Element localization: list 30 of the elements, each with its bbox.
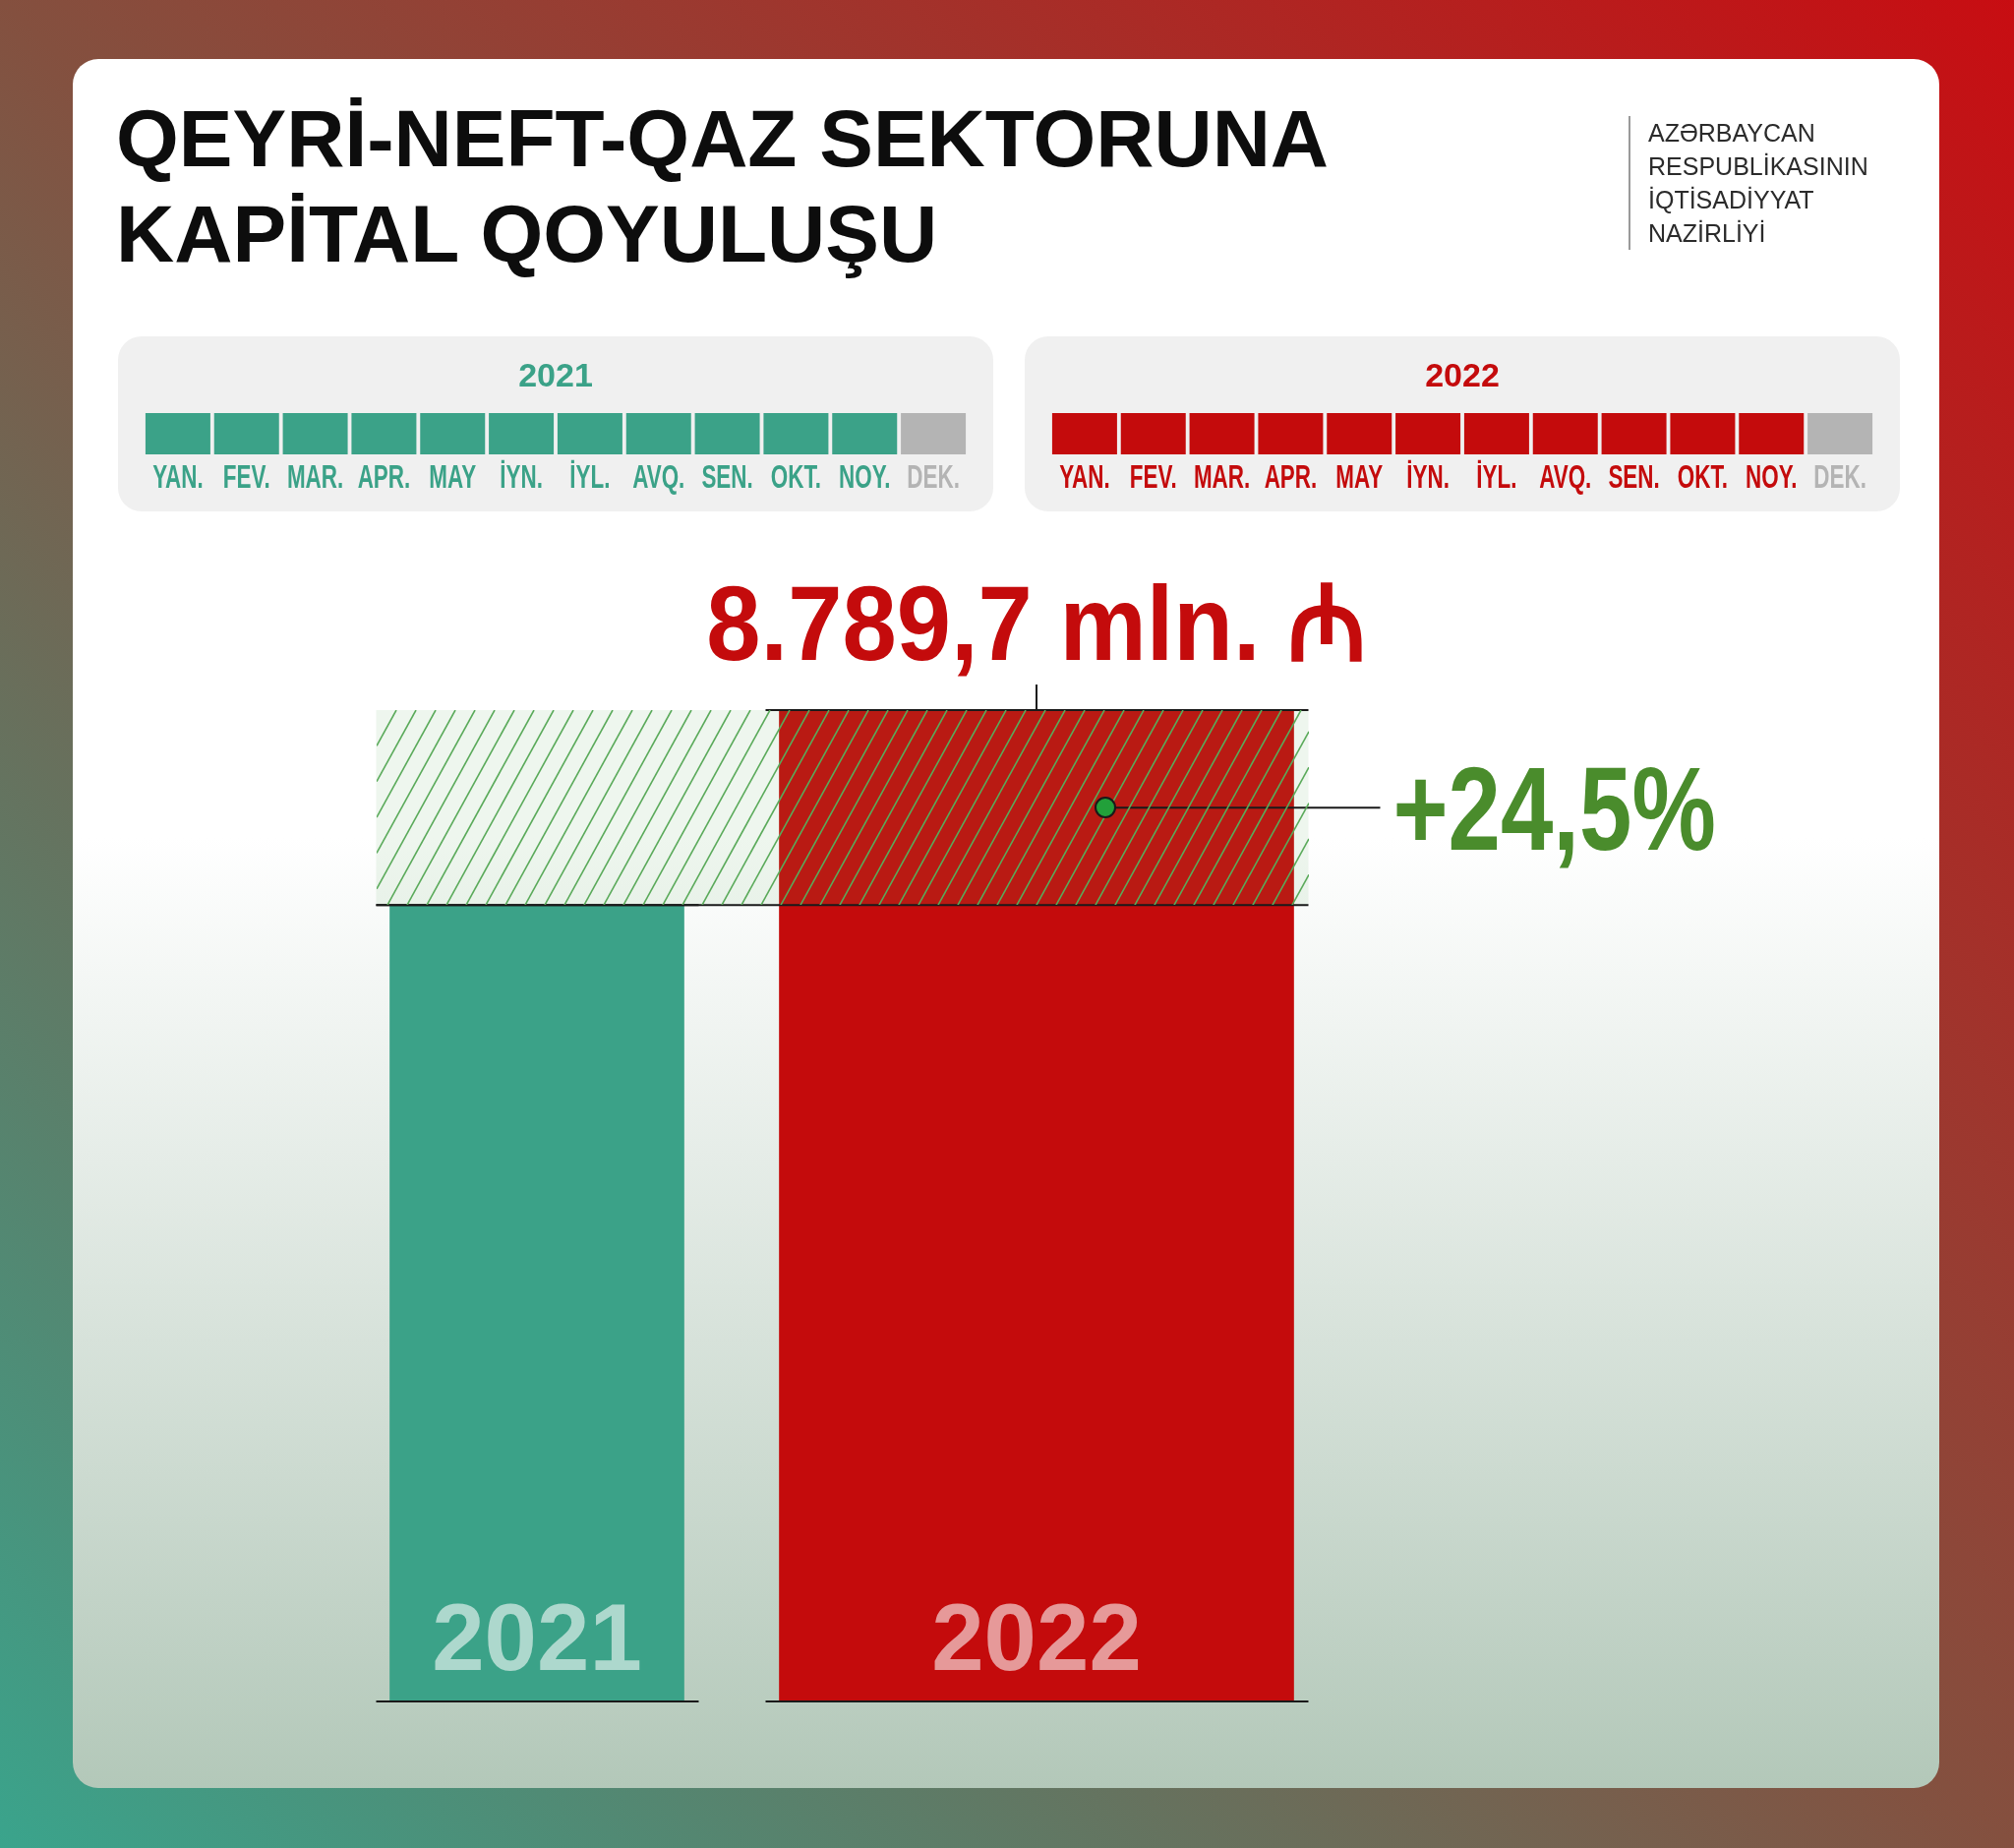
x-tick-label: AVQ.	[632, 457, 685, 496]
x-tick-label: YAN.	[152, 457, 204, 496]
x-tick-label: OKT.	[1677, 457, 1728, 496]
x-tick-label: DEK.	[1813, 457, 1866, 496]
x-tick-label: AVQ.	[1539, 457, 1592, 496]
x-tick-label: DEK.	[907, 457, 960, 496]
chart-title: 2022	[1424, 355, 1501, 394]
text: AZƏRBAYCAN RESPUBLİKASININ İQTİSADİYYAT NAZİRLİYİ	[1629, 116, 1894, 250]
x-tick-label: MAR.	[286, 457, 344, 496]
text: QEYRİ-NEFT-QAZ SEKTORUNA KAPİTAL QOYULUŞU	[116, 92, 1328, 280]
x-tick-label: NOY.	[1746, 457, 1798, 496]
x-tick-label: İYN.	[1406, 457, 1450, 496]
x-tick-label: MAR.	[1193, 457, 1251, 496]
x-tick-label: SEN.	[701, 457, 753, 496]
x-tick-label: SEN.	[1608, 457, 1660, 496]
x-tick-label: İYL.	[1476, 457, 1517, 496]
chart-title: 2021	[517, 355, 594, 394]
x-tick-label: FEV.	[1129, 457, 1177, 496]
x-tick-label: FEV.	[222, 457, 270, 496]
x-tick-label: MAY	[429, 457, 477, 496]
x-tick-label: İYL.	[569, 457, 611, 496]
x-tick-label: MAY	[1335, 457, 1384, 496]
x-tick-label: APR.	[1264, 457, 1318, 496]
x-tick-label: YAN.	[1059, 457, 1110, 496]
x-tick-label: APR.	[357, 457, 411, 496]
x-tick-label: OKT.	[770, 457, 821, 496]
data-label: 8.789,7 mln. ₼	[706, 564, 1367, 683]
text: +24,5%	[1392, 743, 1716, 875]
x-tick-label: İYN.	[500, 457, 543, 496]
x-tick-label: NOY.	[839, 457, 891, 496]
